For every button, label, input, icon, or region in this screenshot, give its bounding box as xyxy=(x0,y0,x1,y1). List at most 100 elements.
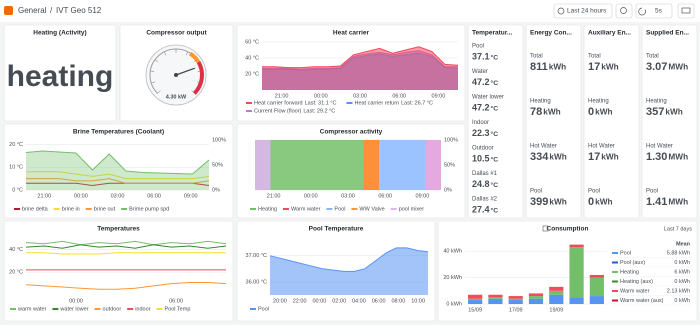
stat-value: 47.2 xyxy=(472,77,490,87)
legend-label[interactable]: brine out xyxy=(94,206,116,212)
grafana-logo[interactable] xyxy=(4,6,13,15)
stat-unit: °C xyxy=(491,155,499,163)
gauge-tick xyxy=(197,70,202,72)
x-tick-label: 21:00 xyxy=(37,193,51,199)
legend-label[interactable]: Pool (aux) xyxy=(620,260,645,266)
y-tick-label: 36.00 °C xyxy=(246,279,267,285)
panel-title[interactable]: Energy Con... xyxy=(530,30,572,37)
gauge-tick xyxy=(151,81,156,84)
legend-swatch xyxy=(156,308,163,310)
panel-title[interactable]: Supplied En... xyxy=(646,30,689,37)
stat-label: Water lower xyxy=(472,95,504,101)
range-label[interactable]: Last 7 days xyxy=(664,226,692,232)
y2-tick-label: 100% xyxy=(212,137,226,143)
legend-swatch xyxy=(52,308,59,310)
bar-segment xyxy=(468,294,483,299)
y2-tick-label: 50% xyxy=(444,162,455,168)
legend-label[interactable]: brine delta xyxy=(22,206,49,212)
stat-label: Pool xyxy=(530,189,542,195)
x-tick-label: 03:00 xyxy=(111,193,125,199)
x-tick-label: 04:00 xyxy=(352,298,366,304)
bar-segment xyxy=(488,294,503,298)
legend-label[interactable]: Warm water xyxy=(620,288,650,294)
panel xyxy=(3,220,234,322)
panel-title[interactable]: Heat carrier xyxy=(333,30,370,37)
legend-last: Last: 31.1 °C xyxy=(305,100,337,106)
legend-label[interactable]: Heating xyxy=(620,269,639,275)
stat-label: Heating xyxy=(530,99,551,105)
x-tick-label: 17/09 xyxy=(509,307,523,313)
y2-tick-label: 0% xyxy=(444,187,452,193)
breadcrumb[interactable]: General xyxy=(18,6,47,15)
legend-label[interactable]: warm water xyxy=(17,306,47,312)
legend-swatch xyxy=(10,308,16,310)
bar-segment xyxy=(549,290,564,295)
legend-mean: 5.88 kWh xyxy=(667,250,690,256)
x-tick-label: 15/09 xyxy=(468,307,482,313)
legend-label[interactable]: water lower xyxy=(59,306,88,312)
gauge-range xyxy=(188,51,201,64)
panel xyxy=(467,24,524,219)
panel-title[interactable]: Pool Temperature xyxy=(309,226,364,233)
legend-label[interactable]: Pool Temp xyxy=(165,306,191,312)
legend-swatch xyxy=(53,208,60,210)
legend-label[interactable]: Brime pump spd xyxy=(129,206,169,212)
legend-label[interactable]: Heat carrier return xyxy=(354,100,399,106)
time-picker[interactable] xyxy=(553,3,613,19)
legend-label[interactable]: brine in xyxy=(62,206,80,212)
legend-label[interactable]: Pool xyxy=(334,206,345,212)
legend-label[interactable]: indoor xyxy=(135,306,150,312)
dashboard-title[interactable]: IVT Geo 512 xyxy=(56,6,102,15)
x-tick-label: 00:00 xyxy=(312,298,326,304)
stat-unit: kWh xyxy=(601,153,618,162)
consumption-icon xyxy=(542,225,549,232)
state-bar xyxy=(363,140,379,190)
legend-swatch xyxy=(612,252,618,254)
stat-label: Pool xyxy=(472,44,484,50)
y-tick-label: 20 °C xyxy=(9,270,23,276)
state-bar xyxy=(410,140,426,190)
stat-value: 1.41 xyxy=(646,196,667,208)
panel-title[interactable]: Heating (Activity) xyxy=(33,30,86,37)
legend-swatch xyxy=(351,208,358,210)
panel xyxy=(641,24,698,219)
panel-title[interactable]: Auxiliary En... xyxy=(588,30,631,37)
zoom-out-button[interactable] xyxy=(615,3,633,19)
panel-title[interactable]: Compressor activity xyxy=(320,129,383,136)
refresh-picker[interactable] xyxy=(635,3,673,19)
panel-title[interactable]: Temperatur... xyxy=(472,30,513,37)
series-line xyxy=(26,252,226,255)
legend-swatch xyxy=(612,271,618,273)
legend-swatch xyxy=(250,208,256,210)
panel-title[interactable]: Brine Temperatures (Coolant) xyxy=(73,129,164,136)
legend-label[interactable]: Current Flow (floor) xyxy=(254,108,302,114)
legend-swatch xyxy=(121,208,128,210)
stat-value: 24.8 xyxy=(472,179,490,189)
legend-label[interactable]: Pool xyxy=(258,306,269,312)
legend-label[interactable]: Warm water xyxy=(291,206,321,212)
state-bar xyxy=(379,140,395,190)
legend-label[interactable]: Heat carrier forward xyxy=(254,100,303,106)
panel-title[interactable]: Consumption xyxy=(547,226,589,233)
legend-label[interactable]: WW Valve xyxy=(359,206,384,212)
bar-segment xyxy=(569,244,584,248)
legend-label[interactable]: pool mixer xyxy=(399,206,425,212)
y-tick-label: 20 °C xyxy=(9,142,23,148)
state-bar xyxy=(394,140,410,190)
x-tick-label: 06:00 xyxy=(392,93,406,99)
tv-mode-button[interactable] xyxy=(677,3,695,19)
legend-label[interactable]: Heating (aux) xyxy=(620,279,653,285)
legend-label[interactable]: Pool xyxy=(620,250,631,256)
refresh-interval: 5s xyxy=(655,8,663,15)
x-tick-label: 10:00 xyxy=(411,298,425,304)
stat-label: Hot Water xyxy=(588,144,615,150)
legend-swatch xyxy=(612,261,618,264)
legend-mean: 0 kWh xyxy=(674,279,690,285)
panel-title[interactable]: Temperatures xyxy=(97,226,140,233)
legend-label[interactable]: outdoor xyxy=(103,306,122,312)
legend-label[interactable]: Warm water (aux) xyxy=(620,298,664,304)
x-tick-label: 19/09 xyxy=(549,307,563,313)
panel-title[interactable]: Compressor output xyxy=(146,30,207,37)
legend-label[interactable]: Heating xyxy=(258,206,277,212)
